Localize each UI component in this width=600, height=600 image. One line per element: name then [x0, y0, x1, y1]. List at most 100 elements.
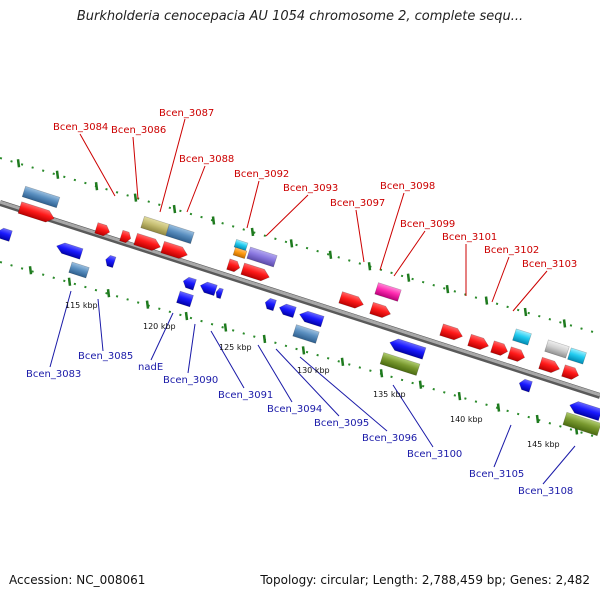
gene-feature[interactable]	[240, 262, 271, 283]
gene-label-bcen-3100[interactable]: Bcen_3100	[407, 449, 462, 460]
gene-feature[interactable]	[568, 399, 600, 421]
gene-feature[interactable]	[199, 280, 218, 297]
gene-label-bcen-3088[interactable]: Bcen_3088	[179, 154, 234, 165]
leader-line	[392, 384, 434, 448]
gene-label-bcen-3093[interactable]: Bcen_3093	[283, 183, 338, 194]
gene-label-bcen-3091[interactable]: Bcen_3091	[218, 390, 273, 401]
gene-feature[interactable]	[232, 246, 248, 260]
gene-feature[interactable]	[104, 254, 117, 268]
gene-feature[interactable]	[562, 411, 600, 437]
gene-label-bcen-3098[interactable]: Bcen_3098	[380, 181, 435, 192]
gene-label-bcen-3086[interactable]: Bcen_3086	[111, 125, 166, 136]
gene-label-nade[interactable]: nadE	[138, 362, 163, 373]
leader-line	[159, 118, 186, 213]
gene-feature[interactable]	[140, 215, 170, 237]
gene-feature[interactable]	[369, 301, 393, 320]
gene-feature[interactable]	[278, 302, 297, 319]
gene-label-bcen-3097[interactable]: Bcen_3097	[330, 198, 385, 209]
gene-label-bcen-3095[interactable]: Bcen_3095	[314, 418, 369, 429]
leader-line	[246, 180, 260, 229]
gene-feature[interactable]	[338, 291, 366, 311]
gene-feature[interactable]	[467, 333, 491, 352]
gene-feature[interactable]	[160, 240, 189, 260]
leader-line	[275, 348, 340, 417]
gene-feature[interactable]	[490, 340, 510, 357]
gene-label-bcen-3085[interactable]: Bcen_3085	[78, 351, 133, 362]
gene-feature[interactable]	[21, 185, 61, 209]
gene-feature[interactable]	[55, 241, 84, 260]
scale-label: 125 kbp	[219, 343, 252, 352]
gene-feature[interactable]	[561, 364, 581, 381]
scale-tick	[250, 227, 255, 237]
gene-feature[interactable]	[567, 347, 587, 365]
scale-tick	[445, 284, 450, 294]
gene-feature[interactable]	[264, 297, 277, 312]
scale-tick	[106, 289, 111, 298]
gene-feature[interactable]	[165, 223, 195, 245]
scale-tick	[340, 357, 345, 366]
gene-label-bcen-3103[interactable]: Bcen_3103	[522, 259, 577, 270]
gene-feature[interactable]	[292, 324, 320, 344]
gene-feature[interactable]	[182, 276, 197, 291]
gene-feature[interactable]	[538, 356, 562, 375]
gene-feature[interactable]	[388, 337, 427, 360]
gene-feature[interactable]	[68, 261, 90, 279]
gene-label-bcen-3101[interactable]: Bcen_3101	[442, 232, 497, 243]
scale-label: 145 kbp	[527, 440, 560, 449]
scale-tick	[67, 277, 72, 286]
gene-label-bcen-3094[interactable]: Bcen_3094	[267, 404, 322, 415]
gene-label-bcen-3096[interactable]: Bcen_3096	[362, 433, 417, 444]
gene-feature[interactable]	[176, 290, 194, 308]
gene-label-bcen-3087[interactable]: Bcen_3087	[159, 108, 214, 119]
gene-feature[interactable]	[226, 258, 242, 273]
gene-feature[interactable]	[439, 323, 465, 342]
gene-feature[interactable]	[133, 232, 162, 252]
scale-tick	[262, 334, 267, 344]
gene-label-bcen-3092[interactable]: Bcen_3092	[234, 169, 289, 180]
leader-line	[49, 290, 72, 368]
gene-label-bcen-3090[interactable]: Bcen_3090	[163, 375, 218, 386]
gene-feature[interactable]	[512, 328, 532, 346]
scale-tick	[133, 193, 138, 202]
gene-feature[interactable]	[518, 378, 533, 393]
gene-label-bcen-3083[interactable]: Bcen_3083	[26, 369, 81, 380]
gene-feature[interactable]	[374, 282, 402, 302]
leader-line	[393, 230, 426, 277]
accession-text: Accession: NC_008061	[9, 573, 146, 587]
scale-tick	[379, 369, 384, 378]
leader-line	[186, 165, 206, 213]
scale-tick	[211, 216, 216, 225]
scale-tick	[289, 239, 294, 248]
gene-feature[interactable]	[215, 287, 224, 300]
leader-line	[491, 256, 510, 303]
gene-feature[interactable]	[94, 222, 112, 238]
scale-tick	[55, 170, 60, 179]
scale-tick	[328, 250, 333, 259]
gene-label-bcen-3099[interactable]: Bcen_3099	[400, 219, 455, 230]
scale-tick	[28, 266, 33, 275]
leader-line	[210, 330, 245, 389]
gene-feature[interactable]	[119, 229, 133, 244]
gene-label-bcen-3105[interactable]: Bcen_3105	[469, 469, 524, 480]
gene-label-bcen-3084[interactable]: Bcen_3084	[53, 122, 108, 133]
leader-line	[265, 194, 309, 237]
gene-feature[interactable]	[0, 227, 13, 242]
scale-tick	[418, 380, 423, 389]
gene-feature[interactable]	[298, 309, 325, 328]
scale-tick	[367, 262, 372, 271]
gene-features[interactable]	[0, 185, 600, 437]
gene-feature[interactable]	[379, 352, 421, 376]
bottom-gene-labels: Bcen_3083 Bcen_3085 nadE Bcen_3090 Bcen_…	[26, 351, 573, 497]
scale-label: 140 kbp	[450, 415, 483, 424]
scale-label: 120 kbp	[143, 322, 176, 331]
scale-label: 135 kbp	[373, 390, 406, 399]
scale-tick	[301, 346, 306, 355]
gene-label-bcen-3108[interactable]: Bcen_3108	[518, 486, 573, 497]
gene-label-bcen-3102[interactable]: Bcen_3102	[484, 245, 539, 256]
leader-line	[355, 209, 365, 263]
gene-feature[interactable]	[507, 346, 527, 363]
gene-feature[interactable]	[544, 339, 570, 359]
gene-feature[interactable]	[246, 246, 278, 268]
gene-feature[interactable]	[17, 201, 56, 224]
